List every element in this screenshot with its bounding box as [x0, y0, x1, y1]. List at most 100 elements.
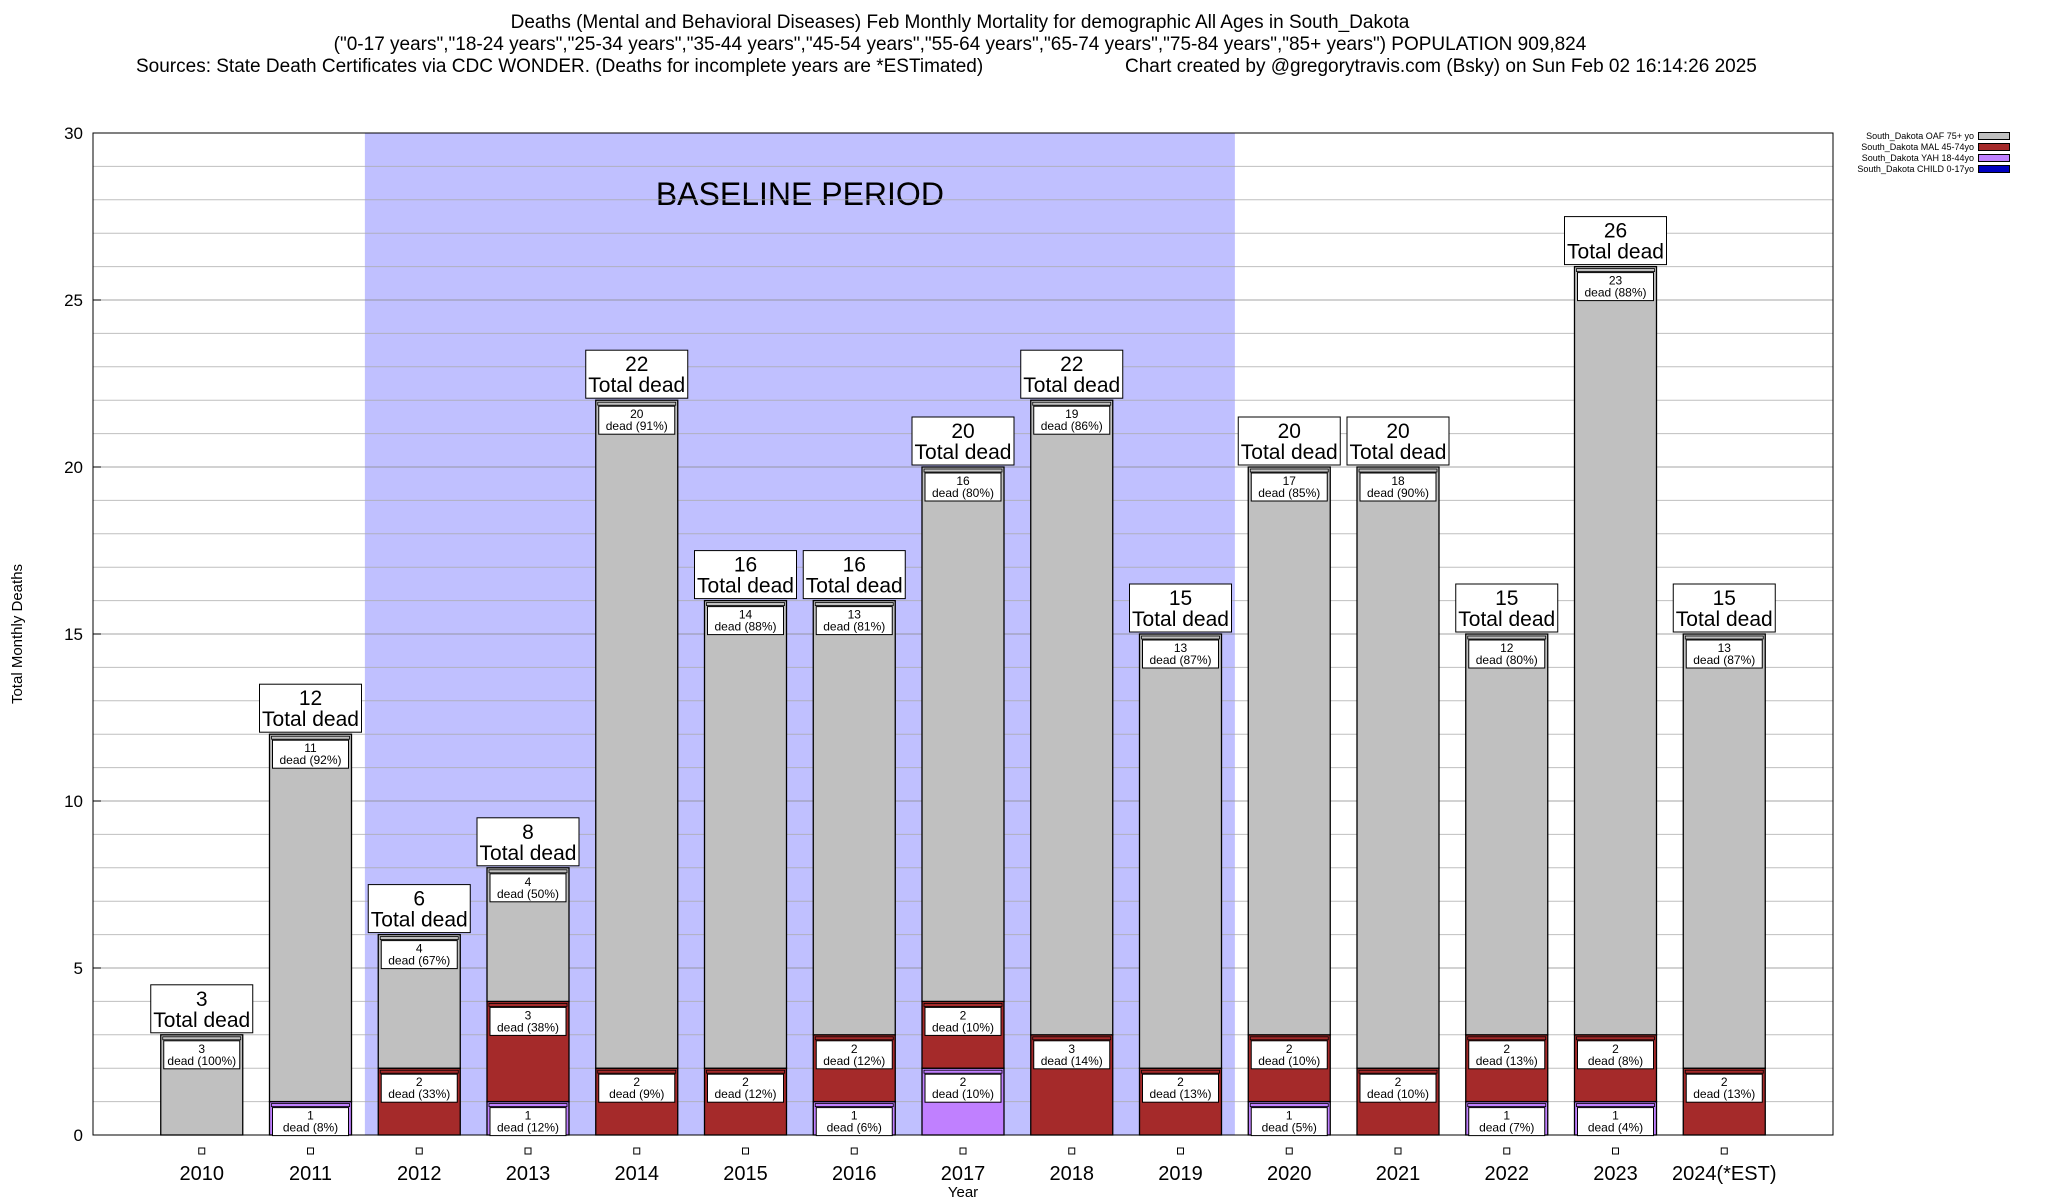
segment-percent-label: dead (9%) — [609, 1087, 664, 1101]
x-tick-marker — [850, 1147, 858, 1155]
total-label-box — [1237, 416, 1341, 466]
segment-percent-label: dead (90%) — [1367, 486, 1429, 500]
segment-label-box — [489, 873, 567, 903]
total-label-box — [476, 817, 580, 867]
segment-percent-label: dead (7%) — [1479, 1121, 1534, 1135]
bar-segment-cap — [488, 1103, 568, 1107]
segment-label-box — [489, 1006, 567, 1036]
bar-segment-cap — [814, 1103, 894, 1107]
bar-segment-cap — [1358, 468, 1438, 473]
bar-segment — [703, 599, 788, 1069]
segment-percent-label: dead (88%) — [714, 620, 776, 634]
x-tick-label: 2012 — [397, 1163, 442, 1185]
bar-segment-cap — [1141, 635, 1220, 640]
segment-count-label: 1 — [1503, 1109, 1510, 1123]
segment-percent-label: dead (80%) — [1476, 653, 1538, 667]
bar-segment-cap — [1141, 1069, 1220, 1074]
bar-segment-cap — [706, 1069, 785, 1074]
total-label-box — [911, 416, 1015, 466]
segment-label-box — [1250, 472, 1328, 502]
segment-label-box — [1577, 272, 1654, 302]
segment-count-label: 2 — [851, 1042, 858, 1056]
segment-percent-label: dead (4%) — [1588, 1121, 1643, 1135]
y-tick-label: 10 — [64, 792, 83, 811]
total-dead-label: Total dead — [1023, 374, 1120, 397]
segment-percent-label: dead (12%) — [714, 1087, 776, 1101]
x-tick-marker — [742, 1147, 749, 1155]
segment-percent-label: dead (88%) — [1584, 286, 1646, 300]
total-dead-label: Total dead — [588, 374, 685, 397]
legend-label: South_Dakota CHILD 0-17yo — [1857, 163, 1974, 174]
chart-title: Deaths (Mental and Behavioral Diseases) … — [510, 12, 1410, 33]
legend-swatch — [1978, 142, 2010, 151]
bar-segment — [1356, 466, 1440, 1069]
legend-label: South_Dakota MAL 45-74yo — [1861, 141, 1974, 152]
total-label-box — [259, 683, 362, 733]
bar-segment-cap — [379, 1069, 459, 1074]
total-count-label: 15 — [1495, 587, 1518, 610]
bar-segment — [812, 599, 896, 1036]
segment-count-label: 20 — [630, 407, 644, 421]
x-tick-marker — [1720, 1147, 1728, 1155]
y-tick-label: 20 — [64, 458, 83, 477]
segment-percent-label: dead (10%) — [932, 1087, 994, 1101]
x-tick-label: 2019 — [1158, 1163, 1203, 1185]
bar-segment-cap — [271, 735, 350, 740]
x-tick-label: 2010 — [180, 1163, 225, 1185]
x-tick-marker — [1394, 1147, 1402, 1155]
bar-segment — [1247, 466, 1331, 1036]
segment-count-label: 13 — [1174, 641, 1188, 655]
total-dead-label: Total dead — [1458, 608, 1555, 631]
chart-legend: South_Dakota OAF 75+ yo South_Dakota MAL … — [1857, 130, 2010, 174]
segment-label-box — [1685, 639, 1763, 669]
bar-segment-cap — [814, 602, 894, 606]
legend-item: South_Dakota OAF 75+ yo — [1860, 130, 2010, 141]
segment-label-box — [1577, 1107, 1654, 1137]
credit-text: Chart created by @gregorytravis.com (Bsk… — [1125, 56, 1757, 77]
total-label-box — [1346, 416, 1450, 466]
segment-label-box — [924, 472, 1002, 502]
x-tick-marker — [959, 1147, 967, 1155]
total-label-box — [367, 884, 471, 934]
segment-count-label: 2 — [1612, 1042, 1619, 1056]
bar-segment-cap — [1032, 401, 1112, 406]
segment-label-box — [815, 1040, 893, 1070]
bar-segment-cap — [1358, 1069, 1438, 1074]
bar-segment-cap — [271, 1103, 350, 1107]
segment-label-box — [1142, 639, 1219, 669]
segment-count-label: 1 — [851, 1109, 858, 1123]
total-label-box — [694, 550, 797, 600]
x-tick-label: 2023 — [1593, 1163, 1638, 1185]
segment-percent-label: dead (38%) — [497, 1020, 559, 1034]
segment-percent-label: dead (81%) — [823, 620, 885, 634]
legend-item: South_Dakota YAH 18-44yo — [1860, 152, 2010, 163]
total-count-label: 6 — [413, 888, 425, 911]
segment-count-label: 2 — [416, 1075, 423, 1089]
segment-count-label: 2 — [960, 1008, 967, 1022]
segment-count-label: 13 — [1718, 641, 1732, 655]
bar-segment-cap — [1684, 635, 1764, 640]
segment-label-box — [1577, 1040, 1654, 1070]
segment-percent-label: dead (8%) — [1588, 1054, 1643, 1068]
chart-subtitle: ("0-17 years","18-24 years","25-34 years… — [333, 34, 1587, 55]
bar-segment-cap — [814, 1036, 894, 1041]
segment-count-label: 4 — [416, 942, 423, 956]
segment-percent-label: dead (86%) — [1041, 419, 1103, 433]
total-count-label: 20 — [1386, 420, 1409, 443]
segment-count-label: 2 — [1286, 1042, 1293, 1056]
legend-swatch — [1978, 164, 2010, 173]
segment-count-label: 2 — [1177, 1075, 1184, 1089]
segment-count-label: 16 — [956, 474, 970, 488]
legend-label: South_Dakota OAF 75+ yo — [1866, 130, 1974, 141]
total-dead-label: Total dead — [806, 575, 903, 598]
segment-label-box — [380, 940, 458, 970]
segment-count-label: 14 — [739, 608, 753, 622]
segment-count-label: 4 — [525, 875, 532, 889]
total-dead-label: Total dead — [262, 708, 359, 731]
x-tick-label: 2022 — [1485, 1163, 1530, 1185]
x-tick-label: 2021 — [1376, 1163, 1421, 1185]
segment-percent-label: dead (87%) — [1693, 653, 1755, 667]
bar-segment — [1030, 399, 1114, 1036]
segment-percent-label: dead (33%) — [388, 1087, 450, 1101]
